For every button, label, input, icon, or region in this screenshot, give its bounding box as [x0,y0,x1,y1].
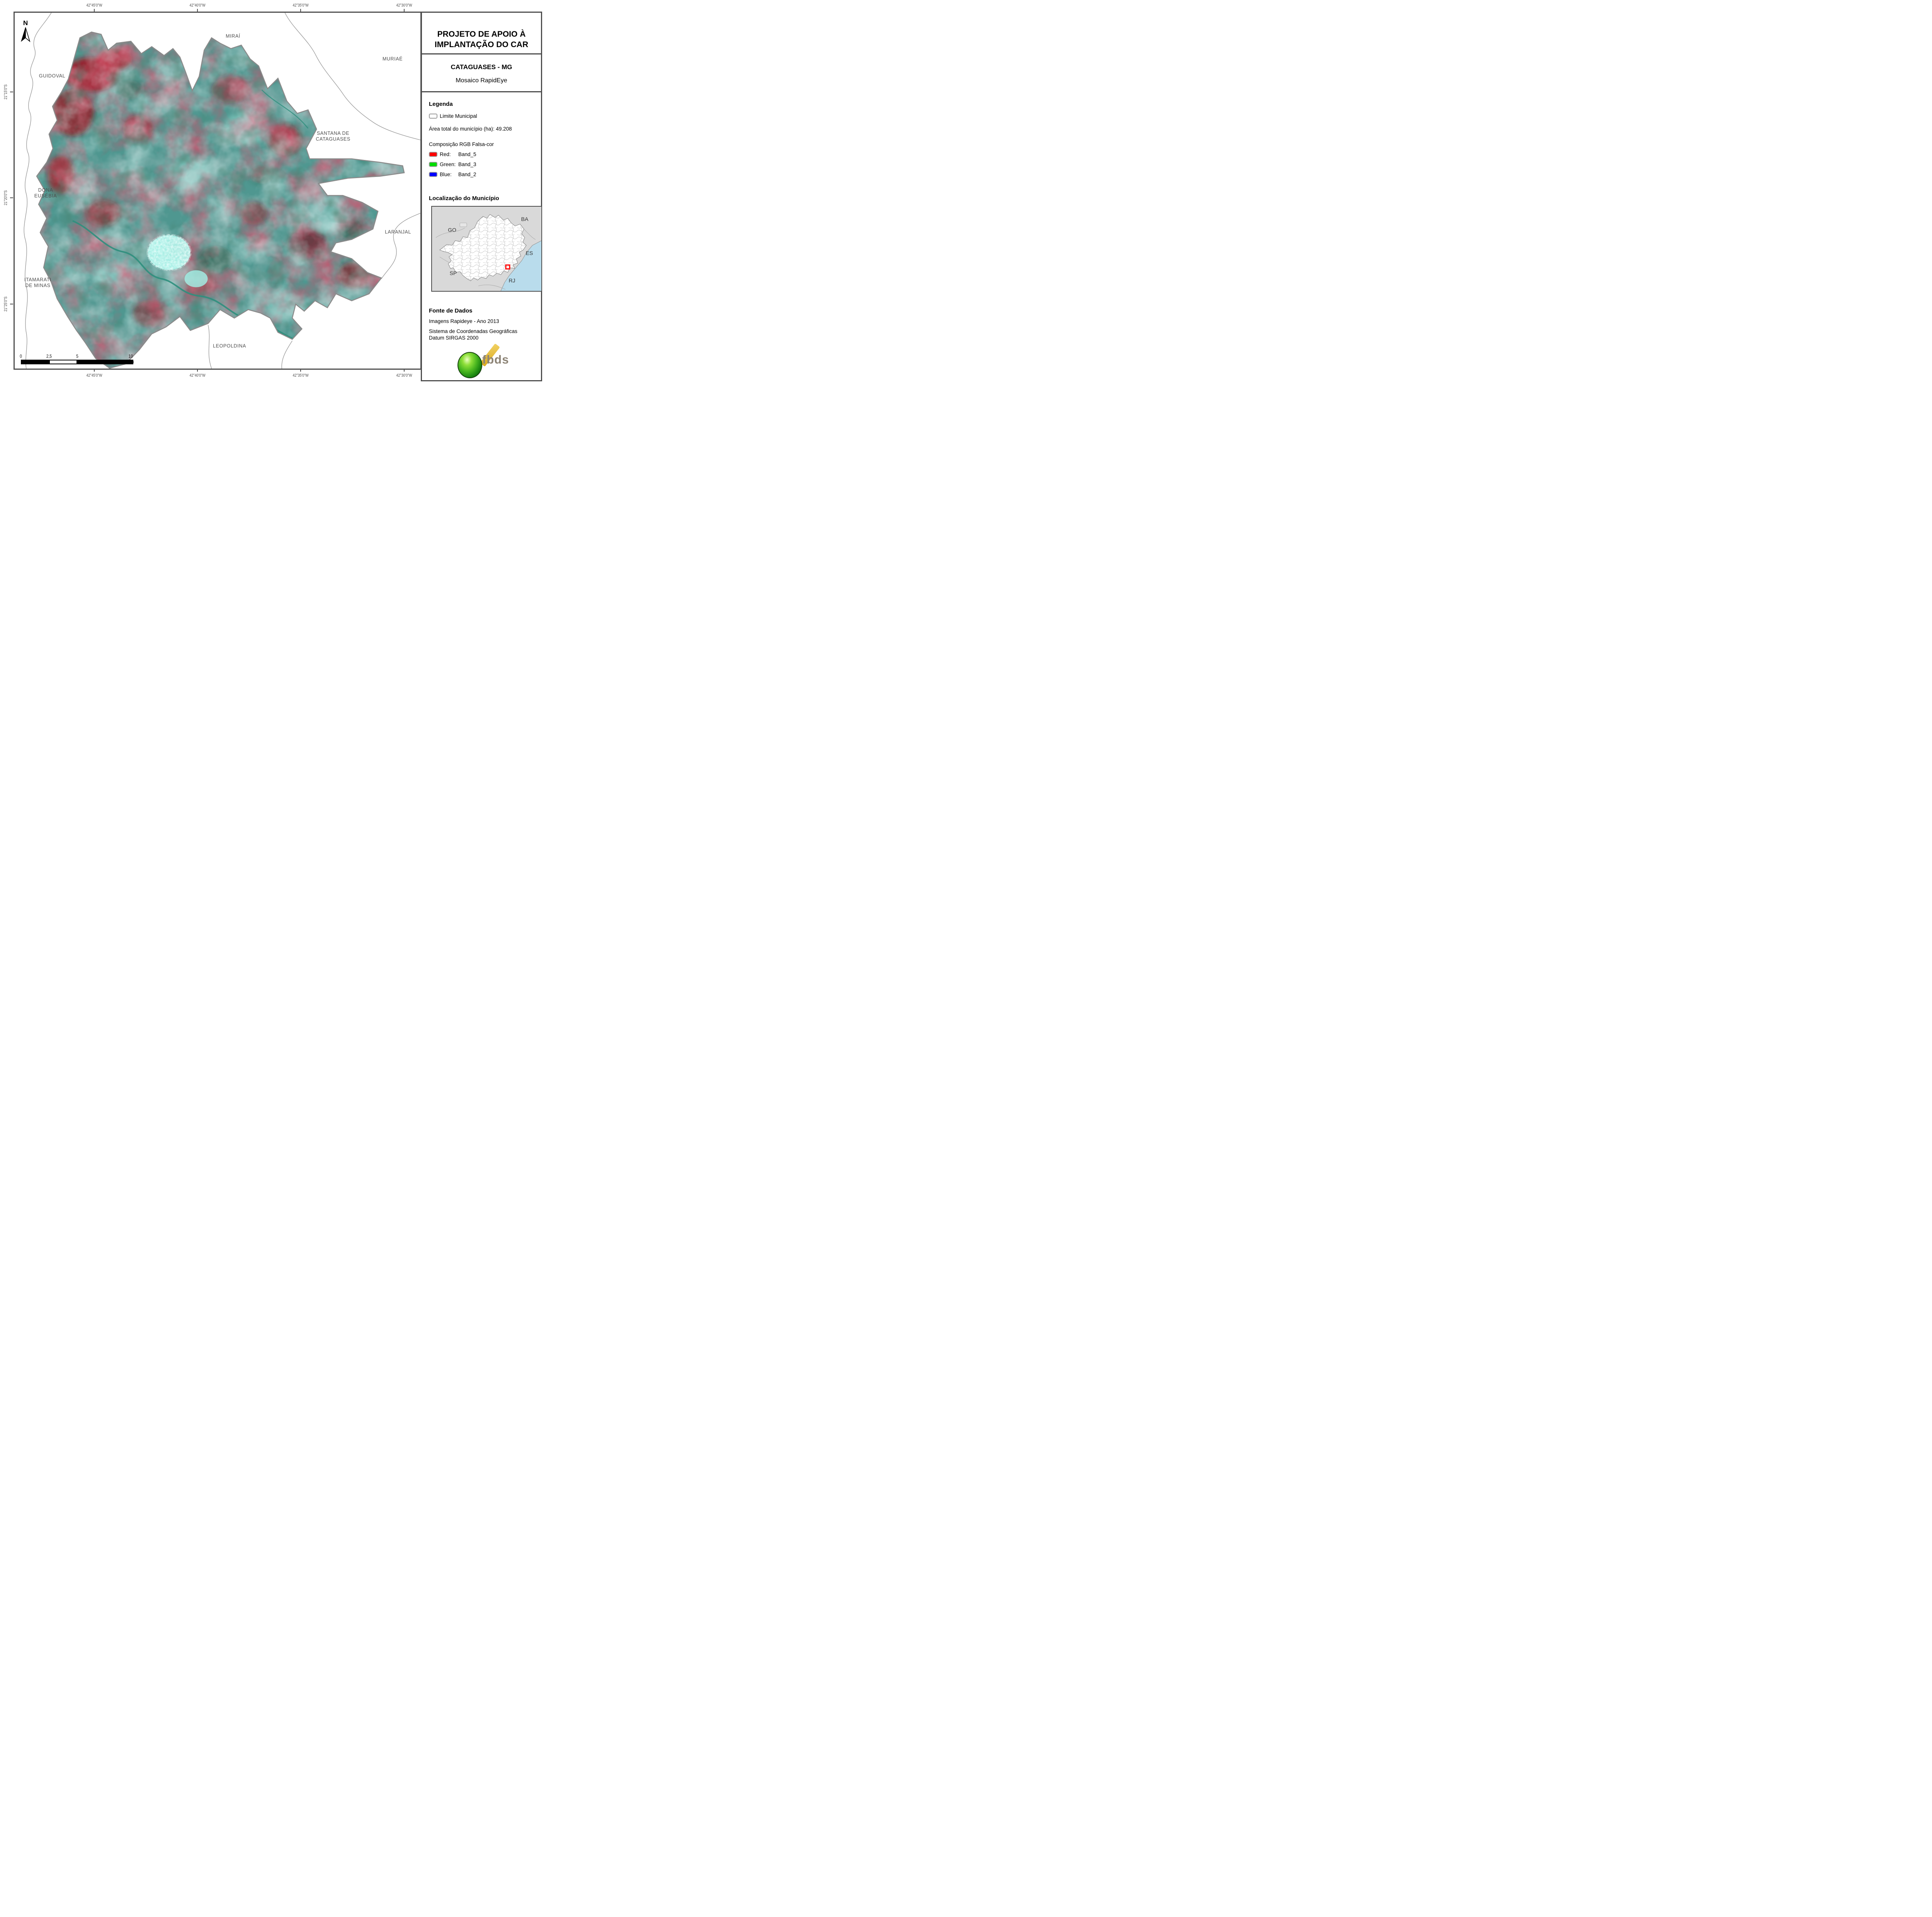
green-swatch [429,162,437,167]
neighbor-label-itamarati: ITAMARATI DE MINAS [24,277,52,288]
lon-label-bottom-1: 42°45'0"W [86,373,102,378]
location-inset-map: GO BA ES SP RJ [431,206,542,292]
legend-blue-row: Blue: Band_2 [429,172,476,177]
source-line2: Sistema de Coordenadas Geográficas [429,328,517,334]
df-box [459,223,467,227]
fbds-logo: fbds [453,342,538,379]
lon-label-bottom-2: 42°40'0"W [189,373,206,378]
ocean [501,241,541,291]
legend-heading: Legenda [429,101,453,107]
map-sheet: N MIRAÍ MURIAÉ GUIDOVAL SANTANA DE CATAG… [0,0,543,383]
neighbor-label-mirai: MIRAÍ [226,33,240,39]
municipal-limit-outline [36,31,405,369]
urban-area [146,234,208,287]
info-panel: PROJETO DE APOIO À IMPLANTAÇÃO DO CAR CA… [421,12,542,381]
limit-swatch [429,114,437,119]
area-total-label: Área total do município (ha): 49.208 [429,126,512,132]
lon-label-top-1: 42°45'0"W [86,3,102,8]
blue-band: Band_2 [458,172,476,177]
lon-label-top-4: 42°30'0"W [396,3,412,8]
source-heading: Fonte de Dados [429,308,473,314]
location-heading: Localização do Município [429,195,499,202]
state-label-sp: SP [450,270,457,276]
legend-green-row: Green: Band_3 [429,161,476,167]
state-label-es: ES [526,250,533,256]
scale-label-2-5: 2,5 [46,353,52,359]
product-subtitle: Mosaico RapidEye [456,77,507,84]
north-arrow-label: N [23,19,28,27]
scale-label-5: 5 [76,353,78,359]
cataguases-marker [505,264,510,270]
neighbor-label-santana: SANTANA DE CATAGUASES [316,131,350,142]
red-swatch [429,152,437,157]
municipality-title: CATAGUASES - MG [451,63,512,71]
limit-label: Limite Municipal [440,113,477,119]
fbds-logo-text: fbds [482,353,509,366]
project-title: PROJETO DE APOIO À IMPLANTAÇÃO DO CAR [434,30,529,49]
lat-label-2: 21°20'0"S [3,190,8,206]
neighbor-label-leopoldina: LEOPOLDINA [213,343,246,349]
green-band: Band_3 [458,161,476,167]
legend-limit-row: Limite Municipal [429,113,477,119]
lon-label-top-2: 42°40'0"W [189,3,206,8]
source-line3: Datum SIRGAS 2000 [429,335,479,341]
neighbor-label-guidoval: GUIDOVAL [39,73,66,79]
state-label-go: GO [448,227,456,233]
lat-label-1: 21°15'0"S [3,84,8,100]
minas-gerais-shape [439,214,527,281]
neighbor-label-laranjal: LARANJAL [384,229,412,235]
state-label-rj: RJ [509,277,515,284]
neighbor-boundary-lines [24,13,420,369]
lon-label-bottom-3: 42°35'0"W [293,373,309,378]
state-label-ba: BA [521,216,529,222]
scale-bar-graphic [21,360,133,364]
red-band: Band_5 [458,151,476,157]
source-line1: Imagens Rapideye - Ano 2013 [429,318,499,324]
lon-label-bottom-4: 42°30'0"W [396,373,412,378]
scale-bar: 0 2,5 5 10 km [20,353,145,365]
blue-swatch [429,172,437,177]
fbds-logo-sphere [457,352,482,378]
rgb-heading: Composição RGB Falsa-cor [429,141,494,147]
north-arrow: N [21,19,31,42]
neighbor-label-muriae: MURIAÉ [382,56,403,62]
legend-red-row: Red: Band_5 [429,151,476,157]
neighbor-label-dona-eusebia: DONA EUSÉBIA [34,187,57,199]
lon-label-top-3: 42°35'0"W [293,3,309,8]
scale-label-0: 0 [20,353,22,359]
satellite-mosaic [15,13,420,369]
lat-label-3: 21°25'0"S [3,296,8,312]
main-map-frame: N MIRAÍ MURIAÉ GUIDOVAL SANTANA DE CATAG… [14,12,422,370]
